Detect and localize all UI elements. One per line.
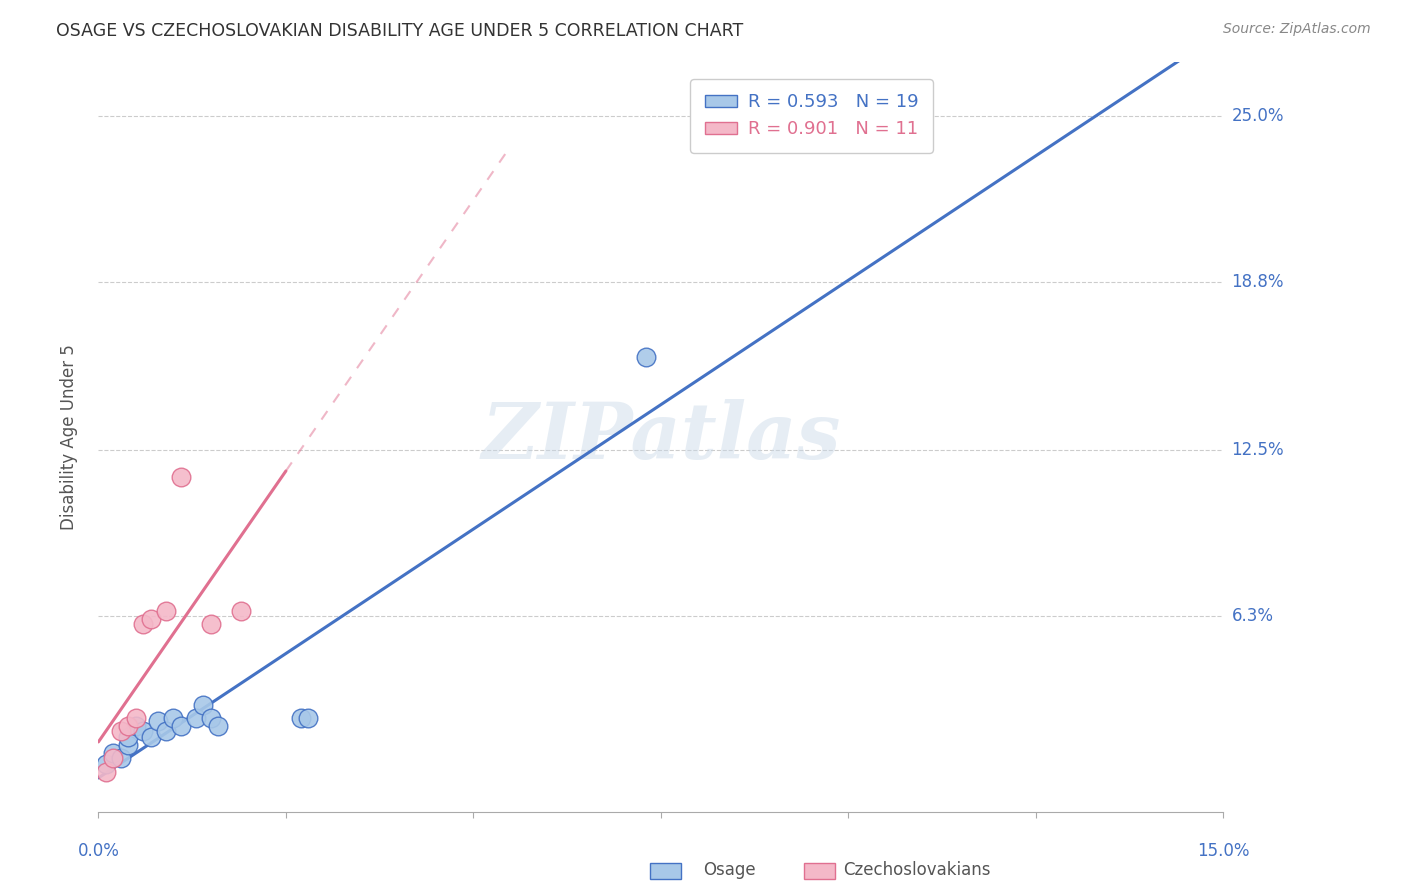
Point <box>103 751 125 765</box>
Legend: R = 0.593   N = 19, R = 0.901   N = 11: R = 0.593 N = 19, R = 0.901 N = 11 <box>690 79 934 153</box>
Point <box>125 719 148 733</box>
Point <box>94 756 117 771</box>
Text: 6.3%: 6.3% <box>1232 607 1274 625</box>
Point <box>193 698 215 712</box>
Point <box>139 730 162 744</box>
Text: 25.0%: 25.0% <box>1232 107 1284 125</box>
Point <box>207 719 229 733</box>
Y-axis label: Disability Age Under 5: Disability Age Under 5 <box>59 344 77 530</box>
Point <box>200 617 222 632</box>
Point <box>170 719 193 733</box>
Text: OSAGE VS CZECHOSLOVAKIAN DISABILITY AGE UNDER 5 CORRELATION CHART: OSAGE VS CZECHOSLOVAKIAN DISABILITY AGE … <box>56 22 744 40</box>
Point <box>148 714 170 728</box>
Point <box>94 764 117 779</box>
Text: 18.8%: 18.8% <box>1232 273 1284 291</box>
Point <box>103 746 125 760</box>
Point <box>110 751 132 765</box>
Text: Source: ZipAtlas.com: Source: ZipAtlas.com <box>1223 22 1371 37</box>
Point <box>290 711 312 725</box>
Text: Osage: Osage <box>703 861 755 879</box>
Text: 12.5%: 12.5% <box>1232 442 1284 459</box>
Point <box>184 711 207 725</box>
Text: Czechoslovakians: Czechoslovakians <box>844 861 991 879</box>
Point <box>117 730 139 744</box>
Point <box>132 617 155 632</box>
Point <box>229 604 252 618</box>
Point <box>297 711 319 725</box>
Point <box>132 724 155 739</box>
Text: 0.0%: 0.0% <box>77 842 120 860</box>
Text: 15.0%: 15.0% <box>1197 842 1250 860</box>
Point <box>170 470 193 484</box>
Point <box>162 711 184 725</box>
Point <box>117 719 139 733</box>
Text: ZIPatlas: ZIPatlas <box>481 399 841 475</box>
Point <box>200 711 222 725</box>
Point <box>634 350 657 364</box>
Point <box>110 724 132 739</box>
Point <box>125 711 148 725</box>
Point <box>155 604 177 618</box>
Point <box>117 738 139 752</box>
Point <box>155 724 177 739</box>
Point <box>139 612 162 626</box>
